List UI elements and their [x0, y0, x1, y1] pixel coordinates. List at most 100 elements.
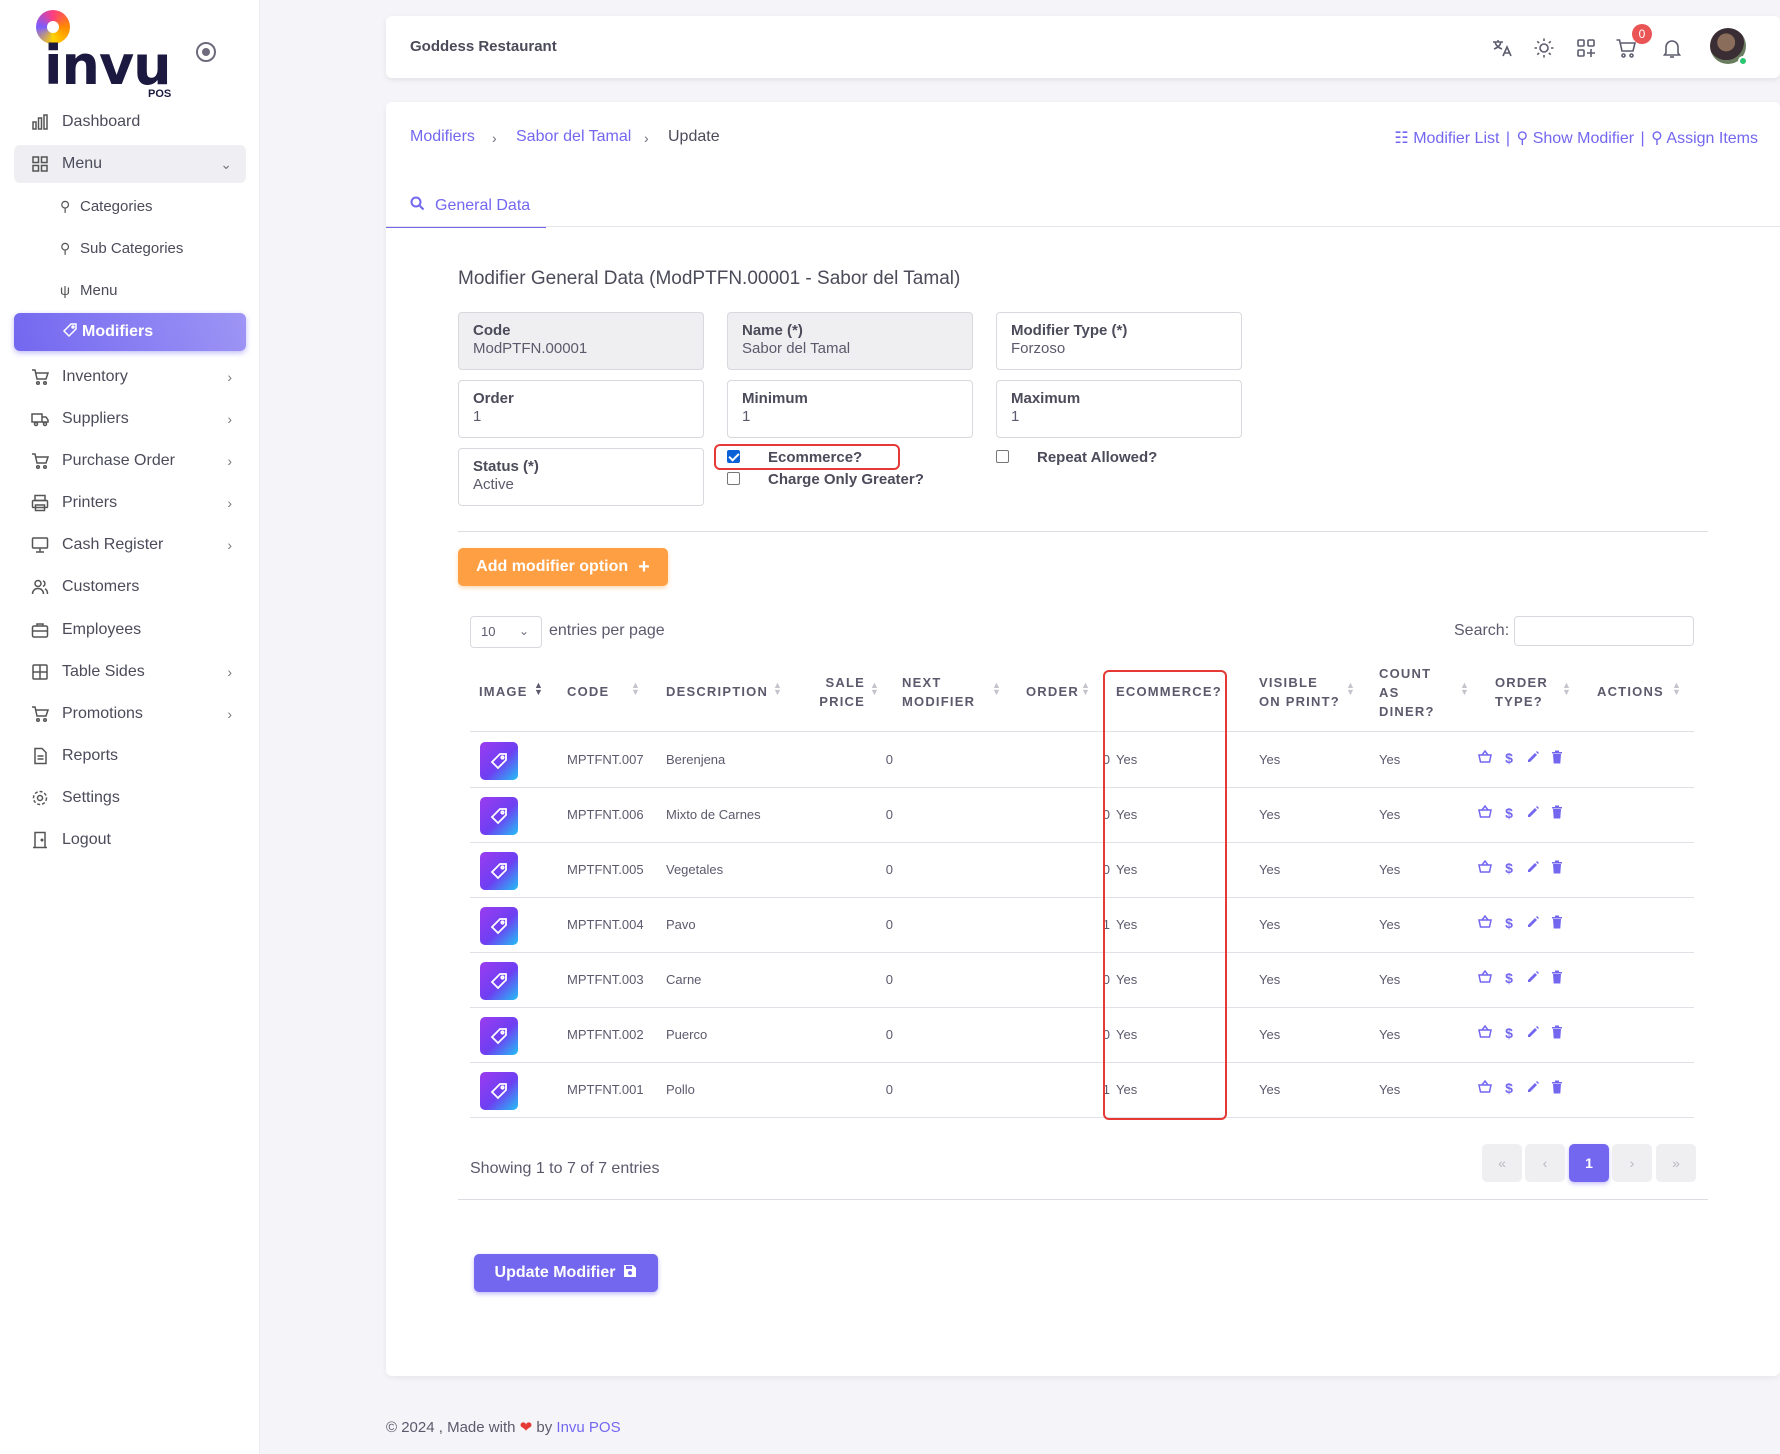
sidebar-toggle-icon[interactable] — [196, 42, 216, 62]
breadcrumb-modifiers[interactable]: Modifiers — [410, 128, 475, 145]
pencil-icon[interactable] — [1526, 915, 1540, 932]
column-header-image[interactable]: IMAGE — [479, 684, 528, 699]
basket-icon[interactable] — [1478, 859, 1492, 877]
sidebar-item-menu[interactable]: Menu ⌄ — [14, 145, 246, 183]
modifier-image-tag-icon[interactable] — [480, 852, 518, 890]
sidebar-subitem-sub-categories[interactable]: ⚲ Sub Categories — [60, 231, 183, 265]
repeat-allowed-checkbox[interactable] — [996, 450, 1009, 463]
dollar-icon[interactable]: $ — [1505, 860, 1513, 876]
show-modifier-link[interactable]: Show Modifier — [1532, 130, 1635, 147]
sidebar-item-purchase-order[interactable]: Purchase Order › — [14, 442, 246, 480]
sidebar-item-settings[interactable]: Settings — [14, 779, 246, 817]
column-header-next-modifier[interactable]: NEXT MODIFIER — [902, 673, 975, 711]
modifier-type-select[interactable]: Modifier Type (*) Forzoso — [996, 312, 1242, 370]
breadcrumb-modifier-name[interactable]: Sabor del Tamal — [516, 128, 632, 145]
footer: © 2024 , Made with ❤ by Invu POS — [386, 1418, 621, 1436]
pencil-icon[interactable] — [1526, 860, 1540, 877]
trash-icon[interactable] — [1550, 915, 1564, 932]
column-header-ecommerce[interactable]: ECOMMERCE? — [1116, 684, 1222, 699]
charge-only-greater-checkbox[interactable] — [727, 472, 740, 485]
trash-icon[interactable] — [1550, 1025, 1564, 1042]
pencil-icon[interactable] — [1526, 805, 1540, 822]
pencil-icon[interactable] — [1526, 750, 1540, 767]
trash-icon[interactable] — [1550, 970, 1564, 987]
pagination-last-button[interactable]: » — [1656, 1144, 1696, 1182]
pagination-first-button[interactable]: « — [1482, 1144, 1522, 1182]
sidebar-item-printers[interactable]: Printers › — [14, 484, 246, 522]
dollar-icon[interactable]: $ — [1505, 750, 1513, 766]
cart-icon[interactable] — [1614, 36, 1638, 60]
basket-icon[interactable] — [1478, 804, 1492, 822]
modifier-image-tag-icon[interactable] — [480, 907, 518, 945]
sidebar-subitem-categories[interactable]: ⚲ Categories — [60, 189, 153, 223]
status-select[interactable]: Status (*) Active — [458, 448, 704, 506]
basket-icon[interactable] — [1478, 749, 1492, 767]
pagination-page-1-button[interactable]: 1 — [1569, 1144, 1609, 1182]
invu-logo[interactable]: invu POS — [36, 10, 186, 100]
modifier-image-tag-icon[interactable] — [480, 1072, 518, 1110]
ecommerce-checkbox[interactable] — [727, 450, 740, 463]
dollar-icon[interactable]: $ — [1505, 1025, 1513, 1041]
trash-icon[interactable] — [1550, 1080, 1564, 1097]
trash-icon[interactable] — [1550, 805, 1564, 822]
minimum-field[interactable]: Minimum 1 — [727, 380, 973, 438]
header-line: ORDER — [1495, 675, 1548, 690]
pagination-next-button[interactable]: › — [1612, 1144, 1652, 1182]
sidebar-item-inventory[interactable]: Inventory › — [14, 358, 246, 396]
column-header-description[interactable]: DESCRIPTION — [666, 684, 769, 699]
apps-add-icon[interactable] — [1574, 36, 1598, 60]
sidebar-item-table-sides[interactable]: Table Sides › — [14, 653, 246, 691]
pagination-prev-button[interactable]: ‹ — [1525, 1144, 1565, 1182]
dollar-icon[interactable]: $ — [1505, 1080, 1513, 1096]
search-input[interactable] — [1514, 616, 1694, 646]
sidebar-item-employees[interactable]: Employees — [14, 611, 246, 649]
update-modifier-button[interactable]: Update Modifier — [474, 1254, 658, 1292]
pencil-icon[interactable] — [1526, 1025, 1540, 1042]
bell-icon[interactable] — [1660, 36, 1684, 60]
modifier-list-link[interactable]: Modifier List — [1413, 130, 1500, 147]
sidebar-subitem-menu[interactable]: ψ Menu — [60, 273, 118, 307]
dollar-icon[interactable]: $ — [1505, 970, 1513, 986]
section-divider — [458, 1199, 1708, 1200]
maximum-field[interactable]: Maximum 1 — [996, 380, 1242, 438]
column-header-sale-price[interactable]: SALE PRICE — [817, 673, 865, 711]
trash-icon[interactable] — [1550, 860, 1564, 877]
modifier-image-tag-icon[interactable] — [480, 962, 518, 1000]
column-header-visible-on-print[interactable]: VISIBLE ON PRINT? — [1259, 673, 1340, 711]
dollar-icon[interactable]: $ — [1505, 805, 1513, 821]
translate-icon[interactable] — [1490, 36, 1514, 60]
modifier-image-tag-icon[interactable] — [480, 742, 518, 780]
modifier-image-tag-icon[interactable] — [480, 797, 518, 835]
basket-icon[interactable] — [1478, 1024, 1492, 1042]
sidebar-subitem-modifiers[interactable]: Modifiers — [14, 313, 246, 351]
modifier-image-tag-icon[interactable] — [480, 1017, 518, 1055]
basket-icon[interactable] — [1478, 969, 1492, 987]
basket-icon[interactable] — [1478, 914, 1492, 932]
sidebar-item-promotions[interactable]: Promotions › — [14, 695, 246, 733]
sidebar-item-customers[interactable]: Customers — [14, 568, 246, 606]
add-modifier-option-button[interactable]: Add modifier option + — [458, 548, 668, 586]
sidebar-item-cash-register[interactable]: Cash Register › — [14, 526, 246, 564]
column-header-actions[interactable]: ACTIONS — [1597, 684, 1664, 699]
pencil-icon[interactable] — [1526, 1080, 1540, 1097]
header-line: NEXT — [902, 675, 942, 690]
column-header-order-type[interactable]: ORDER TYPE? — [1495, 673, 1548, 711]
sidebar-item-reports[interactable]: Reports — [14, 737, 246, 775]
order-field[interactable]: Order 1 — [458, 380, 704, 438]
basket-icon[interactable] — [1478, 1079, 1492, 1097]
assign-items-link[interactable]: Assign Items — [1666, 130, 1758, 147]
trash-icon[interactable] — [1550, 750, 1564, 767]
tab-general-data[interactable]: General Data — [386, 186, 546, 228]
column-header-order[interactable]: ORDER — [1026, 684, 1079, 699]
sun-icon[interactable] — [1532, 36, 1556, 60]
column-header-count-as-diner[interactable]: COUNT AS DINER? — [1379, 664, 1435, 721]
column-header-code[interactable]: CODE — [567, 684, 610, 699]
table-row: MPTFNT.001 Pollo 0 1 Yes Yes Yes $ — [470, 1063, 1694, 1118]
sidebar-item-logout[interactable]: Logout — [14, 821, 246, 859]
sidebar-item-suppliers[interactable]: Suppliers › — [14, 400, 246, 438]
dollar-icon[interactable]: $ — [1505, 915, 1513, 931]
sidebar-item-dashboard[interactable]: Dashboard — [14, 103, 246, 141]
footer-brand-link[interactable]: Invu POS — [556, 1419, 621, 1436]
pencil-icon[interactable] — [1526, 970, 1540, 987]
entries-per-page-select[interactable]: 10 ⌄ — [470, 616, 542, 648]
